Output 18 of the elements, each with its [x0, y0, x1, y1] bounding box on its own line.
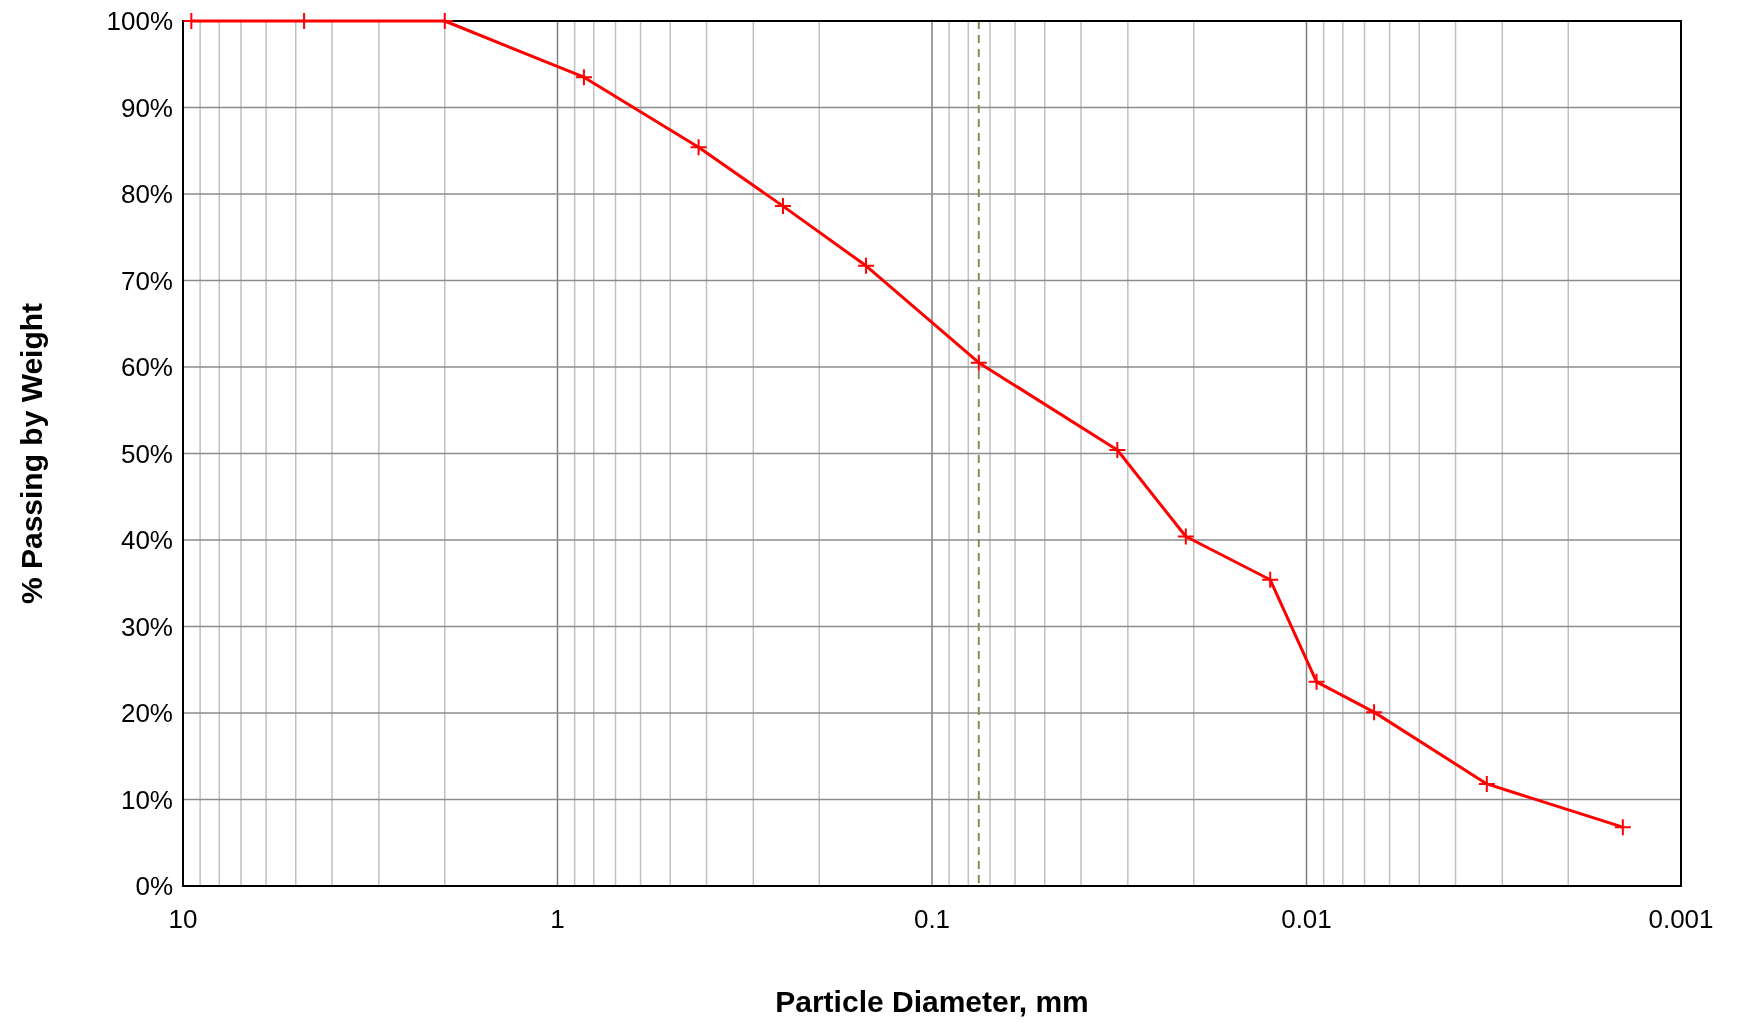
y-tick-label: 80%	[120, 179, 173, 209]
y-tick-label: 90%	[120, 92, 173, 123]
y-tick-label: 70%	[120, 265, 173, 296]
y-tick-label: 10%	[120, 784, 173, 815]
y-tick-label: 60%	[120, 352, 173, 382]
x-axis-title: Particle Diameter, mm	[775, 985, 1089, 1018]
x-tick-label: 0.001	[1648, 904, 1714, 934]
x-tick-label: 0.01	[1281, 904, 1332, 934]
x-tick-label: 0.1	[913, 904, 951, 934]
y-tick-label: 0%	[135, 871, 173, 901]
y-tick-label: 100%	[106, 6, 173, 36]
y-tick-label: 40%	[120, 525, 173, 555]
x-tick-label: 10	[168, 904, 198, 934]
y-tick-label: 50%	[120, 438, 173, 469]
y-tick-label: 30%	[120, 611, 173, 642]
x-tick-label: 1	[550, 904, 565, 934]
y-tick-label: 20%	[120, 698, 173, 728]
y-axis-title: % Passing by Weight	[15, 302, 48, 605]
